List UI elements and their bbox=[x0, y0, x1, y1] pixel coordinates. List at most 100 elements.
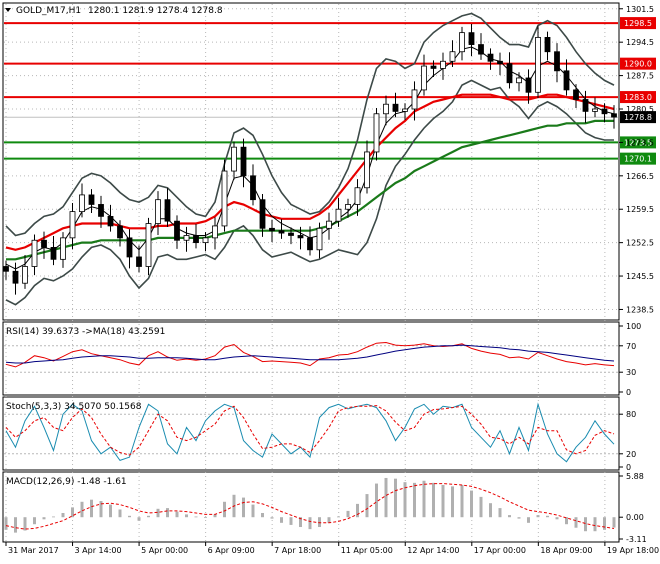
candle-body bbox=[402, 108, 408, 112]
macd-bar bbox=[175, 511, 179, 518]
sub-axis-label: 80 bbox=[626, 410, 636, 419]
resistance-level-label: 1283.0 bbox=[624, 93, 652, 102]
rsi-line bbox=[5, 341, 615, 368]
candle-body bbox=[259, 199, 266, 229]
price-panel-frame bbox=[2, 2, 620, 321]
candle-body bbox=[174, 220, 180, 241]
macd-bar bbox=[90, 499, 93, 518]
macd-bar bbox=[71, 507, 74, 518]
price-axis-label: 1280.5 bbox=[626, 105, 654, 114]
candle-body bbox=[60, 237, 66, 260]
sub-axis-label: 0 bbox=[626, 388, 631, 397]
macd-bar bbox=[289, 517, 293, 525]
candle-body bbox=[288, 232, 294, 236]
candle-body bbox=[107, 215, 114, 227]
candle-body bbox=[601, 108, 608, 115]
candle-body bbox=[535, 37, 541, 93]
candle-body bbox=[126, 237, 133, 258]
candle-body bbox=[50, 247, 57, 260]
candle-body bbox=[231, 146, 237, 172]
support-level-label: 1273.5 bbox=[624, 138, 652, 147]
support-level-tag bbox=[620, 152, 656, 165]
time-axis-label: 17 Apr 00:00 bbox=[474, 546, 526, 555]
candle-body bbox=[183, 235, 190, 241]
oscillator-layer bbox=[4, 341, 616, 533]
candle-body bbox=[164, 199, 171, 222]
macd-bar bbox=[308, 517, 312, 530]
candle-body bbox=[373, 113, 380, 153]
sub-axis-label: -3.11 bbox=[626, 535, 647, 544]
macd-bar bbox=[460, 484, 464, 518]
last-price-tag bbox=[620, 111, 656, 124]
macd-bar bbox=[403, 482, 407, 518]
macd-bar bbox=[479, 496, 483, 518]
candle-body bbox=[497, 60, 503, 65]
macd-bar bbox=[327, 517, 331, 523]
time-axis-label: 7 Apr 18:00 bbox=[274, 546, 321, 555]
bollinger-layer bbox=[5, 12, 615, 306]
macd-bar bbox=[441, 484, 445, 518]
macd-signal-line bbox=[5, 483, 615, 530]
macd-bar bbox=[185, 514, 188, 518]
sub-axis-label: 70 bbox=[626, 342, 636, 351]
macd-title: MACD(12,26,9) -1.48 -1.61 bbox=[6, 477, 127, 487]
time-axis-label: 11 Apr 05:00 bbox=[341, 546, 393, 555]
price-axis-label: 1245.5 bbox=[626, 272, 654, 281]
levels-layer: 1298.5 1290.0 1283.0 1273.5 1270.1 1278.8 bbox=[4, 17, 656, 165]
resistance-level-label: 1298.5 bbox=[624, 19, 652, 28]
rsi-ma-line bbox=[5, 344, 615, 364]
candle-body bbox=[354, 187, 361, 205]
macd-bar bbox=[555, 517, 559, 520]
candle-body bbox=[269, 227, 275, 232]
macd-bar bbox=[536, 515, 540, 518]
time-axis-label: 3 Apr 14:00 bbox=[75, 546, 122, 555]
price-axis-label: 1273.5 bbox=[626, 138, 654, 147]
candle-layer bbox=[3, 24, 617, 295]
macd-bar bbox=[612, 517, 616, 528]
time-axis-label: 12 Apr 14:00 bbox=[407, 546, 459, 555]
dropdown-triangle-icon[interactable] bbox=[5, 8, 11, 12]
time-axis-label: 5 Apr 00:00 bbox=[141, 546, 188, 555]
macd-bar bbox=[223, 501, 226, 518]
macd-bar bbox=[451, 486, 454, 518]
macd-bar bbox=[42, 517, 46, 520]
macd-bar bbox=[33, 517, 36, 525]
sub-axis-label: 100 bbox=[626, 322, 641, 331]
sub-axis-label: 5.88 bbox=[626, 472, 644, 481]
macd-bar bbox=[337, 516, 340, 518]
macd-bar bbox=[23, 517, 27, 531]
candle-body bbox=[430, 65, 437, 69]
symbol-label: GOLD_M17,H1 bbox=[16, 6, 81, 16]
macd-bar bbox=[498, 508, 502, 518]
bollinger-upper-line bbox=[5, 12, 615, 237]
macd-bar bbox=[365, 494, 369, 518]
macd-bar bbox=[61, 513, 65, 518]
candle-body bbox=[345, 204, 351, 210]
price-axis-label: 1301.5 bbox=[626, 5, 654, 14]
macd-bar bbox=[508, 515, 511, 518]
candle-body bbox=[421, 65, 427, 91]
macd-bar bbox=[251, 504, 255, 518]
candle-body bbox=[98, 204, 104, 217]
candle-body bbox=[335, 208, 342, 222]
price-axis-label: 1294.5 bbox=[626, 38, 654, 47]
sub-axis-label: 30 bbox=[626, 368, 636, 377]
candle-body bbox=[88, 194, 95, 205]
candle-body bbox=[573, 89, 579, 100]
time-axis-label: 18 Apr 09:00 bbox=[540, 546, 592, 555]
resistance-level-label: 1290.0 bbox=[624, 60, 652, 69]
candle-body bbox=[468, 32, 475, 45]
candle-body bbox=[449, 51, 456, 62]
macd-bar bbox=[166, 508, 169, 518]
candle-body bbox=[297, 235, 304, 239]
candle-body bbox=[79, 194, 85, 213]
candle-body bbox=[12, 270, 19, 284]
candle-body bbox=[117, 225, 123, 239]
support-level-tag bbox=[620, 136, 656, 149]
candle-body bbox=[478, 44, 484, 55]
candle-body bbox=[193, 235, 199, 244]
time-axis-label: 19 Apr 18:00 bbox=[607, 546, 659, 555]
macd-bar bbox=[603, 517, 606, 530]
